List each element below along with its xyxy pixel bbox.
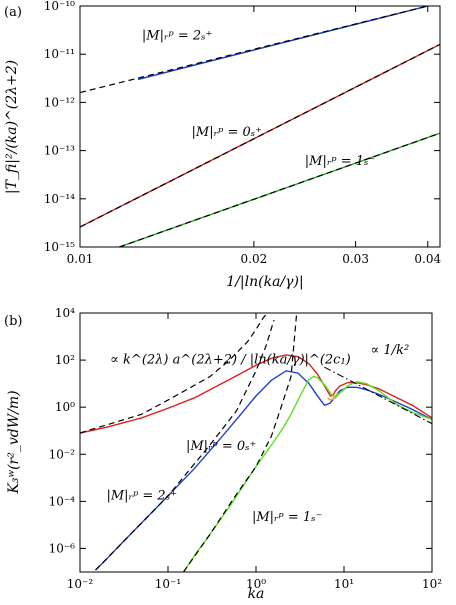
annotation-1: ∝ 1/k² bbox=[370, 343, 409, 358]
annotation-1: |M|ᵣᵖ = 0ₛ⁺ bbox=[192, 125, 262, 140]
annotation-2: |M|ᵣᵖ = 0ₛ⁺ bbox=[186, 439, 256, 454]
x-axis-label-a: 1/|ln(ka/γ)| bbox=[226, 274, 303, 290]
x-tick-label-1: 0.02 bbox=[241, 252, 268, 266]
x-tick-label-3: 0.04 bbox=[414, 252, 441, 266]
x-tick-label-4: 10² bbox=[422, 577, 442, 591]
panel-label-a: (a) bbox=[4, 5, 22, 20]
y-tick-label-1: 10⁻⁴ bbox=[49, 494, 76, 508]
dashed-line-1 bbox=[80, 43, 440, 228]
annotation-3: |M|ᵣᵖ = 2ₛ⁺ bbox=[106, 488, 176, 503]
y-tick-label-2: 10⁻² bbox=[49, 447, 76, 461]
y-tick-label-4: 10⁻¹¹ bbox=[44, 47, 75, 61]
x-tick-label-2: 10⁰ bbox=[246, 577, 266, 591]
dashed-line-0 bbox=[80, 313, 269, 434]
x-tick-label-2: 0.03 bbox=[342, 252, 369, 266]
plot-frame-a bbox=[79, 5, 441, 248]
y-tick-label-0: 10⁻¹⁵ bbox=[44, 240, 75, 254]
y-tick-label-0: 10⁻⁶ bbox=[49, 541, 76, 555]
dashdot-line-0 bbox=[324, 366, 432, 425]
dashed-line-2 bbox=[119, 132, 440, 247]
dashed-line-0 bbox=[80, 6, 428, 94]
dashed-line-2 bbox=[183, 313, 298, 572]
x-tick-label-0: 10⁻² bbox=[67, 577, 94, 591]
x-tick-label-0: 0.01 bbox=[67, 252, 94, 266]
y-tick-label-4: 10² bbox=[55, 353, 75, 367]
series-line-3 bbox=[327, 392, 339, 401]
annotation-0: |M|ᵣᵖ = 2ₛ⁺ bbox=[142, 29, 212, 44]
annotation-0: ∝ k^(2λ) a^(2λ+2) / |ln(ka/γ)|^(2c₁) bbox=[110, 353, 351, 368]
dashed-line-1 bbox=[95, 319, 275, 571]
y-axis-label-a: |T_fi|²/(ka)^(2λ+2) bbox=[4, 60, 20, 194]
x-tick-label-1: 10⁻¹ bbox=[155, 577, 181, 591]
series-line-2 bbox=[182, 375, 432, 572]
y-tick-label-2: 10⁻¹³ bbox=[44, 144, 75, 158]
x-axis-label-b: ka bbox=[248, 586, 265, 602]
series-line-1 bbox=[95, 370, 432, 571]
y-axis-label-b: K₃ʷ(r²_vdW/m) bbox=[6, 390, 22, 494]
panel-label-b: (b) bbox=[4, 314, 22, 329]
annotation-2: |M|ᵣᵖ = 1ₛ⁻ bbox=[305, 154, 375, 169]
y-tick-label-5: 10⁴ bbox=[55, 306, 75, 320]
x-tick-label-3: 10¹ bbox=[334, 577, 354, 591]
y-tick-label-5: 10⁻¹⁰ bbox=[44, 0, 75, 13]
y-tick-label-3: 10⁰ bbox=[55, 400, 75, 414]
annotation-4: |M|ᵣᵖ = 1ₛ⁻ bbox=[252, 510, 322, 525]
panel-a: (a) 0.01 0.02 0.03 0.04 10⁻¹⁵ 10⁻¹⁴ 10⁻¹³ 10⁻¹²… bbox=[4, 0, 441, 290]
panel-b: (b) 10⁻² 10⁻¹ 10⁰ 10¹ 10² 10⁻⁶ 10⁻⁴ 10⁻² 10⁰ 10² 1… bbox=[4, 306, 442, 602]
series-line-0 bbox=[137, 6, 428, 81]
y-tick-label-3: 10⁻¹² bbox=[44, 95, 75, 109]
y-tick-label-1: 10⁻¹⁴ bbox=[44, 192, 75, 206]
